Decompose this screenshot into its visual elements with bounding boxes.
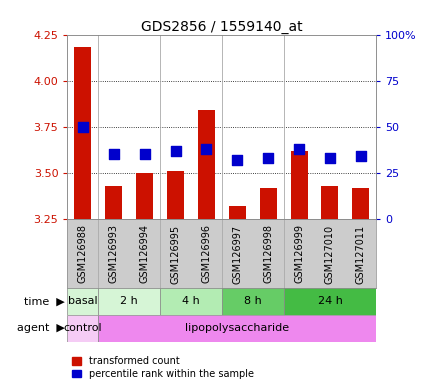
Text: agent  ▶: agent ▶ [17, 323, 65, 333]
Title: GDS2856 / 1559140_at: GDS2856 / 1559140_at [141, 20, 302, 33]
Text: time  ▶: time ▶ [24, 296, 65, 306]
Bar [352, 187, 368, 219]
Point [79, 124, 86, 130]
Text: GSM126997: GSM126997 [232, 224, 242, 283]
Bar [98, 288, 160, 315]
Text: GSM126998: GSM126998 [263, 224, 273, 283]
Point [326, 155, 332, 161]
Text: lipopolysaccharide: lipopolysaccharide [185, 323, 289, 333]
Bar [197, 110, 214, 219]
Text: GSM127010: GSM127010 [324, 224, 334, 283]
Bar [283, 288, 375, 315]
Bar [160, 288, 221, 315]
Text: GSM126996: GSM126996 [201, 224, 211, 283]
Bar [167, 171, 184, 219]
Text: 24 h: 24 h [317, 296, 342, 306]
Bar [136, 173, 153, 219]
Bar [67, 315, 98, 342]
Point [357, 153, 364, 159]
Point [202, 146, 210, 152]
Text: GSM127011: GSM127011 [355, 224, 365, 283]
Bar [228, 206, 245, 219]
Text: control: control [63, 323, 102, 333]
Text: 2 h: 2 h [120, 296, 138, 306]
Point [141, 151, 148, 157]
Text: basal: basal [68, 296, 98, 306]
Point [264, 155, 271, 161]
Text: GSM126993: GSM126993 [108, 224, 118, 283]
Text: 8 h: 8 h [243, 296, 261, 306]
Legend: transformed count, percentile rank within the sample: transformed count, percentile rank withi… [72, 356, 253, 379]
Text: GSM126999: GSM126999 [293, 224, 303, 283]
Bar [259, 187, 276, 219]
Point [172, 147, 179, 154]
Point [110, 151, 117, 157]
Bar [290, 151, 307, 219]
Text: GSM126994: GSM126994 [139, 224, 149, 283]
Text: GSM126988: GSM126988 [78, 224, 88, 283]
Text: GSM126995: GSM126995 [170, 224, 180, 283]
Bar [74, 48, 91, 219]
Bar [221, 288, 283, 315]
Bar [321, 186, 338, 219]
Text: 4 h: 4 h [182, 296, 199, 306]
Point [233, 157, 240, 163]
Bar [67, 288, 98, 315]
Point [295, 146, 302, 152]
Bar [105, 186, 122, 219]
